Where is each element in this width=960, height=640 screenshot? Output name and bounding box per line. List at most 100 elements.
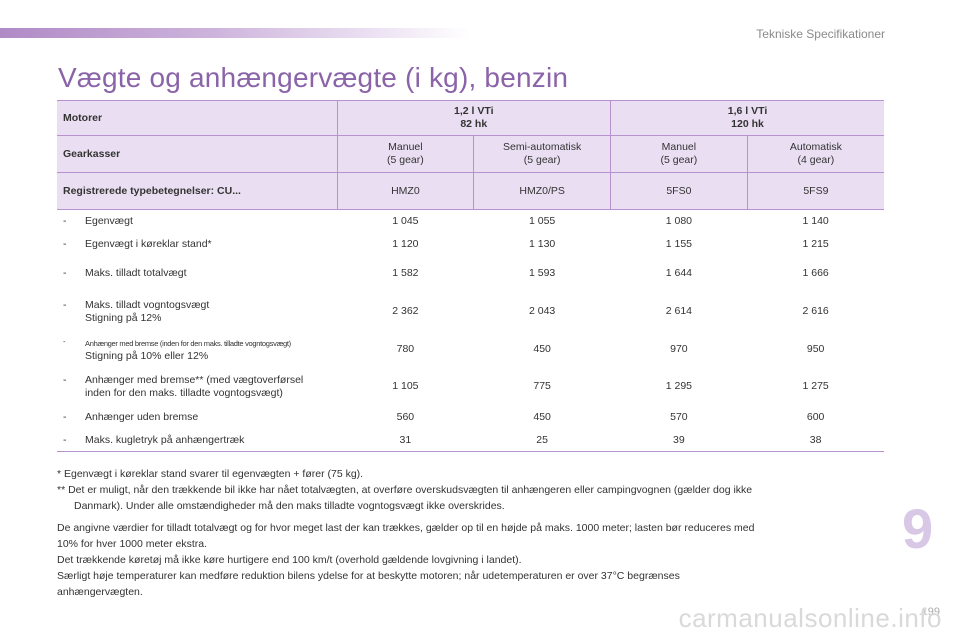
motor-group-2: 1,6 l VTi 120 hk	[610, 100, 884, 136]
table-cell: 1 295	[665, 380, 693, 392]
gearbox-cell: Manuel (5 gear)	[336, 135, 474, 173]
table-cell: 25	[473, 429, 611, 452]
type-code: HMZ0	[336, 172, 474, 210]
row-label-text: Maks. kugletryk på anhængertræk	[85, 433, 245, 446]
type-code: 5FS0	[610, 172, 748, 210]
table-cell: 39	[610, 429, 748, 452]
table-cell: 1 155	[665, 238, 693, 250]
section-title: Tekniske Specifikationer	[756, 27, 885, 41]
table-cell: 970	[670, 343, 688, 355]
type-code-row: Registrerede typebetegnelser: CU... HMZ0…	[57, 172, 884, 210]
watermark: carmanualsonline.info	[678, 603, 942, 633]
header-decor-bar	[0, 28, 470, 38]
gearbox-type: Manuel	[388, 141, 423, 153]
table-cell: 1 080	[665, 215, 693, 228]
table-cell: 1 045	[392, 215, 419, 228]
row-dash: -	[63, 267, 67, 279]
table-cell: 775	[533, 380, 551, 392]
table-cell: 1 130	[528, 238, 556, 250]
row-label-text: Egenvægt	[85, 215, 133, 228]
gearbox-row: Gearkasser Manuel (5 gear) Semi-automatis…	[57, 135, 884, 173]
row-label-line2: inden for den maks. tilladte vogntogsvæg…	[85, 386, 283, 399]
row-label: - Maks. kugletryk på anhængertræk	[57, 429, 337, 452]
table-cell: 600	[806, 411, 825, 423]
table-cell: 450	[533, 343, 551, 355]
gearbox-gears: (4 gear)	[797, 154, 835, 166]
type-code: 5FS9	[746, 172, 884, 210]
gearbox-type: Manuel	[661, 141, 697, 153]
row-label-text: Maks. tilladt totalvægt	[85, 267, 187, 279]
row-dash: -	[63, 336, 66, 346]
page-number: 199	[921, 606, 940, 618]
motor-group-1-power: 82 hk	[460, 118, 488, 130]
row-label: - Anhænger uden bremse	[57, 406, 337, 430]
speed-note: Det trækkende køretøj må ikke køre hurti…	[57, 554, 522, 566]
table-cell: 1 644	[665, 267, 693, 279]
row-label-text: Maks. tilladt vogntogsvægt Stigning på 12…	[85, 299, 209, 325]
row-label: - Anhænger med bremse** (med vægtoverførs…	[57, 368, 337, 406]
weights-table: Motorer 1,2 l VTi 82 hk 1,6 l VTi 120 hk…	[57, 100, 884, 452]
table-cell: 450	[533, 411, 551, 423]
motor-row: Motorer 1,2 l VTi 82 hk 1,6 l VTi 120 hk	[57, 100, 884, 136]
gearbox-gears: (5 gear)	[386, 154, 424, 166]
table-cell: 1 140	[802, 215, 829, 228]
row-label-line1: Maks. tilladt vogntogsvægt	[85, 298, 210, 311]
table-row: - Maks. kugletryk på anhængertræk 31 25 3…	[57, 429, 884, 452]
row-label-text: Anhænger uden bremse	[85, 411, 199, 423]
row-dash: -	[63, 373, 67, 386]
gearbox-cell: Manuel (5 gear)	[610, 135, 748, 173]
table-cell: 560	[396, 411, 415, 423]
table-cell: 2 362	[392, 305, 419, 317]
table-row: - Anhænger med bremse** (med vægtoverførs…	[57, 368, 884, 406]
altitude-note: De angivne værdier for tilladt totalvægt…	[57, 522, 755, 534]
table-row: - Anhænger med bremse (inden for den maks…	[57, 332, 884, 368]
row-dash: -	[63, 238, 67, 250]
row-label-line2: Stigning på 12%	[85, 311, 162, 324]
row-label-text: Anhænger med bremse** (med vægtoverførse…	[85, 374, 303, 400]
motor-group-2-name: 1,6 l VTi	[727, 105, 768, 117]
footnote-2-continued: Danmark). Under alle omstændigheder må d…	[74, 500, 505, 512]
row-label: - Egenvægt i køreklar stand*	[57, 234, 337, 256]
table-cell: 1 105	[392, 380, 419, 392]
table-cell: 1 666	[802, 267, 829, 279]
footnote-1: * Egenvægt i køreklar stand svarer til e…	[57, 468, 364, 480]
page-title: Vægte og anhængervægte (i kg), benzin	[58, 62, 569, 93]
gearbox-cell: Semi-automatisk (5 gear)	[473, 135, 611, 173]
temperature-note-continued: anhængervægten.	[57, 586, 143, 598]
row-dash: -	[63, 298, 67, 311]
row-label: - Anhænger med bremse (inden for den maks…	[57, 332, 337, 368]
row-label-line2: Stigning på 10% eller 12%	[85, 349, 209, 362]
footnote-2: ** Det er muligt, når den trækkende bil …	[57, 484, 753, 496]
motor-group-2-power: 120 hk	[731, 118, 764, 130]
table-cell: 570	[670, 411, 688, 423]
row-label-text: Anhænger med bremse (inden for den maks.…	[85, 337, 291, 363]
altitude-note-continued: 10% for hver 1000 meter ekstra.	[57, 538, 207, 550]
gearbox-type: Semi-automatisk	[503, 141, 582, 153]
row-dash: -	[63, 433, 67, 446]
motor-group-1-name: 1,2 l VTi	[454, 105, 494, 117]
notes-section: * Egenvægt i køreklar stand svarer til e…	[57, 466, 887, 600]
table-cell: 1 582	[392, 267, 419, 279]
type-code-label: Registrerede typebetegnelser: CU...	[57, 172, 337, 210]
table-cell: 31	[337, 429, 474, 452]
table-cell: 1 275	[802, 380, 829, 392]
gearbox-type: Automatisk	[789, 141, 842, 153]
table-cell: 1 120	[392, 238, 419, 250]
table-cell: 780	[396, 343, 415, 355]
table-cell: 2 614	[665, 305, 693, 317]
row-label-line1: Anhænger med bremse** (med vægtoverførse…	[85, 373, 304, 386]
table-row: - Maks. tilladt totalvægt 1 582 1 593 1 6…	[57, 256, 884, 292]
table-cell: 2 043	[528, 305, 556, 317]
row-label-text: Egenvægt i køreklar stand*	[85, 238, 212, 250]
row-dash: -	[63, 411, 67, 423]
table-cell: 1 055	[528, 215, 556, 228]
table-cell: 950	[806, 343, 825, 355]
row-label-line1: Anhænger med bremse (inden for den maks.…	[85, 338, 291, 348]
gearbox-gears: (5 gear)	[660, 154, 698, 166]
motor-label: Motorer	[57, 100, 337, 136]
table-row: - Anhænger uden bremse 560 450 570 600	[57, 406, 884, 430]
table-cell: 38	[747, 429, 884, 452]
table-cell: 2 616	[802, 305, 829, 317]
row-label: - Egenvægt	[57, 210, 337, 234]
row-label: - Maks. tilladt vogntogsvægt Stigning på 1…	[57, 292, 337, 332]
